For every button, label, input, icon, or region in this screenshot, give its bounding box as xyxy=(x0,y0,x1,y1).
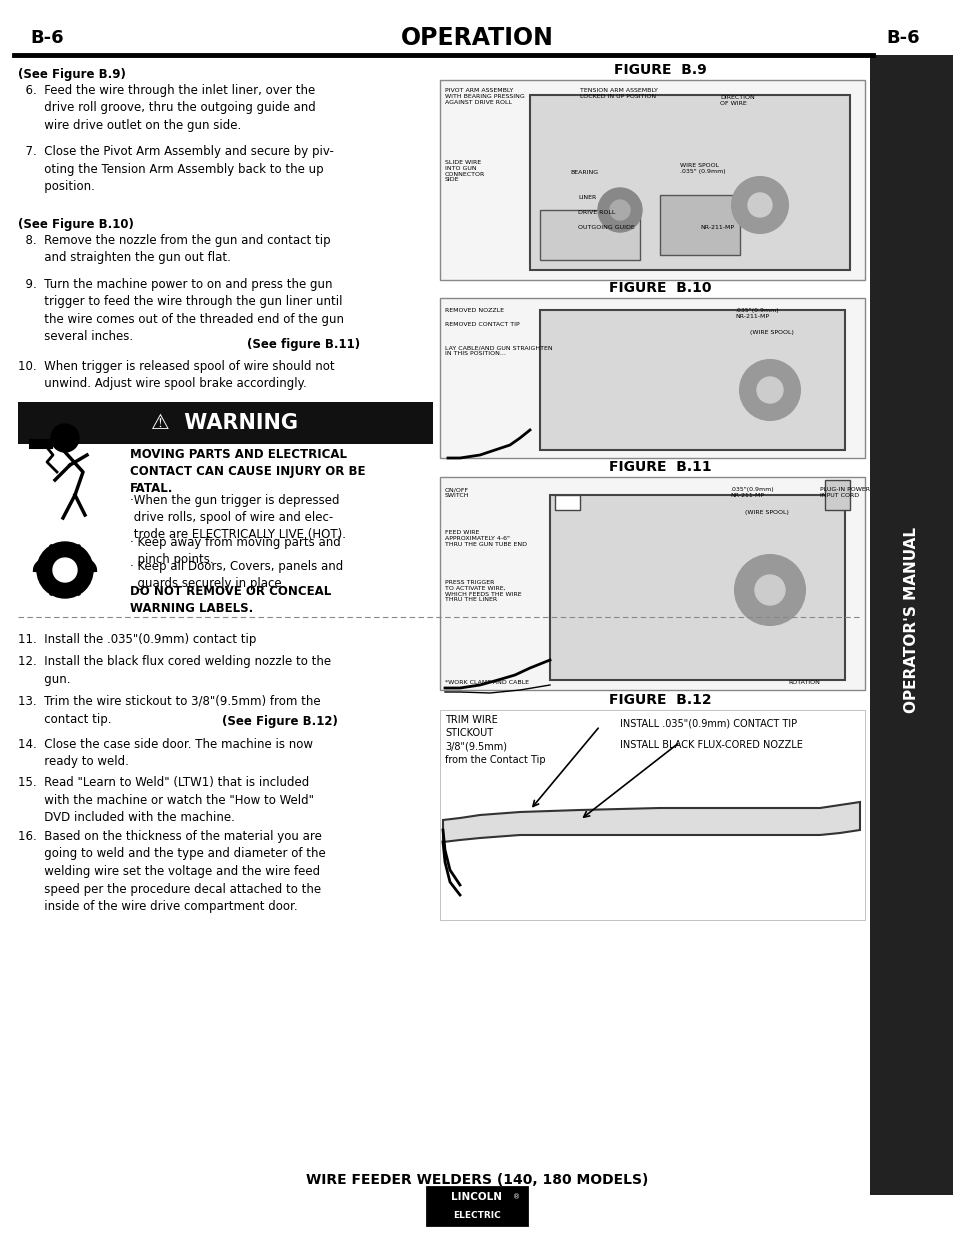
Text: REMOVED CONTACT TIP: REMOVED CONTACT TIP xyxy=(444,322,519,327)
Text: TRIM WIRE
STICKOUT
3/8"(9.5mm)
from the Contact Tip: TRIM WIRE STICKOUT 3/8"(9.5mm) from the … xyxy=(444,715,545,764)
Text: FIGURE  B.11: FIGURE B.11 xyxy=(608,459,711,474)
Bar xyxy=(550,495,844,680)
Circle shape xyxy=(747,193,771,217)
Circle shape xyxy=(757,377,782,403)
Bar xyxy=(430,1188,523,1207)
Text: ⚠  WARNING: ⚠ WARNING xyxy=(152,412,298,433)
Text: OPERATOR'S MANUAL: OPERATOR'S MANUAL xyxy=(903,527,919,713)
Text: OPERATION: OPERATION xyxy=(400,26,553,49)
Circle shape xyxy=(37,542,92,598)
Bar xyxy=(427,1187,526,1225)
Text: 14.  Close the case side door. The machine is now
       ready to weld.: 14. Close the case side door. The machin… xyxy=(18,739,313,768)
Bar xyxy=(30,440,52,448)
Bar xyxy=(439,298,864,458)
Text: INSTALL .035"(0.9mm) CONTACT TIP: INSTALL .035"(0.9mm) CONTACT TIP xyxy=(619,718,797,727)
Bar xyxy=(18,403,433,445)
Text: (See figure B.11): (See figure B.11) xyxy=(247,338,359,351)
Bar xyxy=(555,495,579,510)
Text: 7.  Close the Pivot Arm Assembly and secure by piv-
       oting the Tension Arm: 7. Close the Pivot Arm Assembly and secu… xyxy=(18,144,334,193)
Bar xyxy=(869,56,953,1195)
Text: (See Figure B.12): (See Figure B.12) xyxy=(222,715,337,727)
Bar xyxy=(439,710,864,920)
Text: LINER: LINER xyxy=(578,195,596,200)
Text: MOVING PARTS AND ELECTRICAL
CONTACT CAN CAUSE INJURY OR BE
FATAL.: MOVING PARTS AND ELECTRICAL CONTACT CAN … xyxy=(130,448,365,495)
Circle shape xyxy=(609,200,629,220)
Text: DIRECTION
OF WIRE: DIRECTION OF WIRE xyxy=(720,95,754,106)
Text: PRESS TRIGGER
TO ACTIVATE WIRE,
WHICH FEEDS THE WIRE
THRU THE LINER: PRESS TRIGGER TO ACTIVATE WIRE, WHICH FE… xyxy=(444,580,521,603)
Text: WIRE SPOOL
.035" (0.9mm): WIRE SPOOL .035" (0.9mm) xyxy=(679,163,725,174)
Text: ON/OFF
SWITCH: ON/OFF SWITCH xyxy=(444,487,469,498)
Text: ROTATION: ROTATION xyxy=(787,680,820,685)
Text: FEED WIRE
APPROXIMATELY 4-6"
THRU THE GUN TUBE END: FEED WIRE APPROXIMATELY 4-6" THRU THE GU… xyxy=(444,530,526,547)
Text: 6.  Feed the wire through the inlet liner, over the
       drive roll groove, th: 6. Feed the wire through the inlet liner… xyxy=(18,84,315,132)
Text: INSTALL BLACK FLUX-CORED NOZZLE: INSTALL BLACK FLUX-CORED NOZZLE xyxy=(619,740,802,750)
Text: TENSION ARM ASSEMBLY
LOCKED IN UP POSITION: TENSION ARM ASSEMBLY LOCKED IN UP POSITI… xyxy=(579,88,658,99)
Text: B-6: B-6 xyxy=(30,28,64,47)
Text: 10.  When trigger is released spool of wire should not
       unwind. Adjust wir: 10. When trigger is released spool of wi… xyxy=(18,359,335,390)
Text: · Keep away from moving parts and
  pinch points.: · Keep away from moving parts and pinch … xyxy=(130,536,340,566)
Text: 12.  Install the black flux cored welding nozzle to the
       gun.: 12. Install the black flux cored welding… xyxy=(18,655,331,685)
Text: B-6: B-6 xyxy=(885,28,919,47)
Bar xyxy=(439,80,864,280)
Text: FIGURE  B.10: FIGURE B.10 xyxy=(608,282,711,295)
Text: ELECTRIC: ELECTRIC xyxy=(453,1212,500,1220)
Text: REMOVED NOZZLE: REMOVED NOZZLE xyxy=(444,308,503,312)
Text: (See Figure B.9): (See Figure B.9) xyxy=(18,68,126,82)
Text: *WORK CLAMP AND CABLE: *WORK CLAMP AND CABLE xyxy=(444,680,529,685)
Circle shape xyxy=(731,177,787,233)
Text: PIVOT ARM ASSEMBLY
WITH BEARING PRESSING
AGAINST DRIVE ROLL: PIVOT ARM ASSEMBLY WITH BEARING PRESSING… xyxy=(444,88,524,105)
Bar xyxy=(539,310,844,450)
Text: (WIRE SPOOL): (WIRE SPOOL) xyxy=(749,330,793,335)
Bar xyxy=(659,195,740,254)
Text: LINCOLN: LINCOLN xyxy=(451,1192,502,1202)
Text: WIRE FEEDER WELDERS (140, 180 MODELS): WIRE FEEDER WELDERS (140, 180 MODELS) xyxy=(306,1173,647,1187)
Text: BEARING: BEARING xyxy=(569,170,598,175)
Text: DO NOT REMOVE OR CONCEAL
WARNING LABELS.: DO NOT REMOVE OR CONCEAL WARNING LABELS. xyxy=(130,585,331,615)
Bar xyxy=(439,477,864,690)
Text: .035"(0.9mm)
NR-211-MP: .035"(0.9mm) NR-211-MP xyxy=(734,308,778,319)
Text: 13.  Trim the wire stickout to 3/8"(9.5mm) from the
       contact tip.: 13. Trim the wire stickout to 3/8"(9.5mm… xyxy=(18,695,320,725)
Text: ·When the gun trigger is depressed
 drive rolls, spool of wire and elec-
 trode : ·When the gun trigger is depressed drive… xyxy=(130,494,346,541)
Text: (See Figure B.10): (See Figure B.10) xyxy=(18,219,133,231)
Circle shape xyxy=(740,359,800,420)
Bar xyxy=(530,95,849,270)
Text: 9.  Turn the machine power to on and press the gun
       trigger to feed the wi: 9. Turn the machine power to on and pres… xyxy=(18,278,344,343)
Text: PLUG-IN POWER
INPUT CORD: PLUG-IN POWER INPUT CORD xyxy=(820,487,869,498)
Text: 16.  Based on the thickness of the material you are
       going to weld and the: 16. Based on the thickness of the materi… xyxy=(18,830,325,913)
Circle shape xyxy=(51,424,79,452)
Circle shape xyxy=(754,576,784,605)
Text: NR-211-MP: NR-211-MP xyxy=(700,225,733,230)
Text: SLIDE WIRE
INTO GUN
CONNECTOR
SIDE: SLIDE WIRE INTO GUN CONNECTOR SIDE xyxy=(444,161,485,183)
Text: OUTGOING GUIDE: OUTGOING GUIDE xyxy=(578,225,634,230)
Circle shape xyxy=(53,558,77,582)
Text: (WIRE SPOOL): (WIRE SPOOL) xyxy=(744,510,788,515)
Text: LAY CABLE/AND GUN STRAIGHTEN
IN THIS POSITION...: LAY CABLE/AND GUN STRAIGHTEN IN THIS POS… xyxy=(444,345,552,356)
Bar xyxy=(539,210,639,261)
Text: FIGURE  B.9: FIGURE B.9 xyxy=(613,63,705,77)
Text: · Keep all Doors, Covers, panels and
  guards securely in place.: · Keep all Doors, Covers, panels and gua… xyxy=(130,559,343,590)
Text: DRIVE ROLL: DRIVE ROLL xyxy=(578,210,615,215)
Text: .035"(0.9mm)
NR-211-MP: .035"(0.9mm) NR-211-MP xyxy=(729,487,773,498)
Text: 8.  Remove the nozzle from the gun and contact tip
       and straighten the gun: 8. Remove the nozzle from the gun and co… xyxy=(18,233,331,264)
Text: FIGURE  B.12: FIGURE B.12 xyxy=(608,693,711,706)
Polygon shape xyxy=(442,802,859,842)
Text: 11.  Install the .035"(0.9mm) contact tip: 11. Install the .035"(0.9mm) contact tip xyxy=(18,634,256,646)
Circle shape xyxy=(50,552,70,572)
Text: 15.  Read "Learn to Weld" (LTW1) that is included
       with the machine or wat: 15. Read "Learn to Weld" (LTW1) that is … xyxy=(18,776,314,824)
Circle shape xyxy=(598,188,641,232)
Circle shape xyxy=(734,555,804,625)
Bar xyxy=(824,480,849,510)
Text: ®: ® xyxy=(513,1194,519,1200)
